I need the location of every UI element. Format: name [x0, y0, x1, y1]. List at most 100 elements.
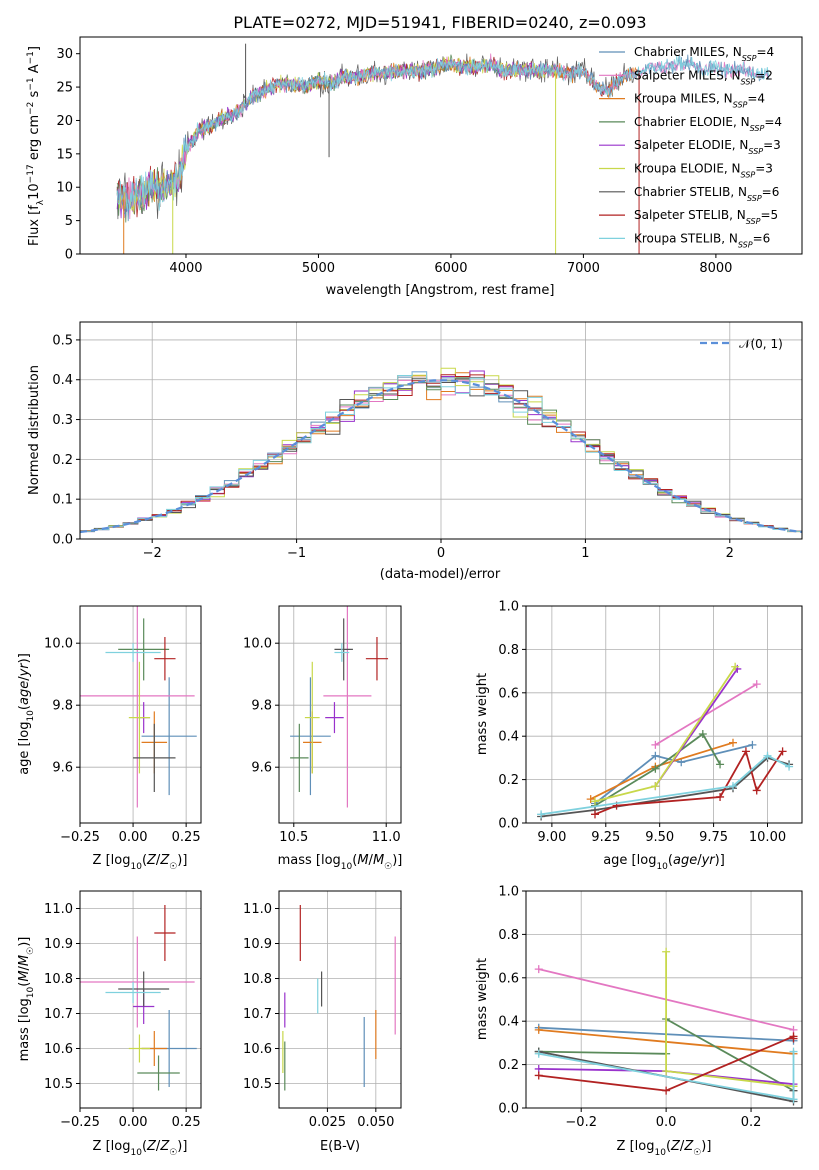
y-tick-label: 0.8 [498, 643, 519, 658]
z-weight-panel: −0.2 0.0 0.2 0.0 0.2 0.4 0.6 0.8 1.0 [498, 885, 803, 1130]
x-tick-label: 6000 [434, 261, 467, 276]
x-tick-label: 0.25 [172, 1115, 201, 1130]
weight-line-kroupa-elodie [594, 666, 736, 803]
x-tick-label: 0.050 [357, 1115, 394, 1130]
weight-marker [789, 1095, 798, 1104]
plot-area [80, 606, 201, 823]
x-tick-label: 8000 [699, 261, 732, 276]
weight-marker [741, 747, 750, 756]
y-tick-label: 10.7 [44, 1007, 73, 1022]
weight-marker [591, 797, 599, 806]
plot-area [80, 891, 201, 1108]
weight-marker [731, 662, 740, 671]
y-tick-label: 11.0 [243, 902, 272, 917]
y-tick-label: 0.2 [498, 1058, 519, 1073]
weight-marker [729, 782, 737, 791]
ebv-mass-panel: 0.025 0.050 10.5 10.6 10.7 10.8 10.9 11.0 [243, 890, 402, 1130]
x-tick-label: −0.25 [60, 1115, 100, 1130]
plot-area [80, 322, 802, 539]
z-mass-panel: −0.25 0.00 0.25 10.5 10.6 10.7 10.8 10.9 11.0 [44, 890, 202, 1130]
x-tick-label: 1 [581, 546, 589, 561]
y-tick-label: 0.0 [498, 1102, 519, 1117]
z-age-panel: −0.25 0.00 0.25 9.6 9.8 10.0 [44, 605, 202, 845]
plot-area [116, 43, 770, 254]
legend-entry: Kroupa ELODIE, NSSP=3 [634, 162, 773, 180]
weight-marker [748, 740, 757, 749]
x-tick-label: −0.25 [60, 830, 100, 845]
y-tick-label: 10.5 [44, 1077, 73, 1092]
axes-frame [525, 890, 803, 1109]
x-tick-label: 9.00 [537, 830, 566, 845]
x-tick-label: 0.00 [119, 1115, 148, 1130]
plot-area [526, 606, 802, 823]
age-weight-ylabel: mass weight [475, 673, 490, 755]
legend-entry: 𝒩(0, 1) [739, 337, 783, 351]
y-tick-label: 10.8 [44, 972, 73, 987]
axes-frame [79, 605, 202, 824]
legend-entry: Salpeter ELODIE, NSSP=3 [634, 138, 781, 156]
z-age-xlabel: Z [log10(Z/Z☉)] [93, 853, 188, 872]
spectrum-xlabel: wavelength [Angstrom, rest frame] [326, 283, 555, 298]
weight-marker [534, 1071, 543, 1080]
mass-age-xlabel: mass [log10(M/M☉)] [278, 853, 403, 872]
z-mass-ylabel: mass [log10(M/M☉)] [17, 937, 36, 1062]
spectrum-line-kroupa-stelib [116, 55, 770, 212]
weight-marker [651, 751, 660, 760]
residual-ylabel: Normed distribution [27, 365, 42, 495]
x-tick-label: 0.2 [741, 1115, 762, 1130]
weight-marker [789, 1034, 798, 1043]
spectrum-ylabel: Flux [fλ10−17 erg cm−2 s−1 A−1] [26, 46, 46, 246]
normal-reference-curve [80, 379, 802, 534]
residual-histogram-panel: −2 −1 0 1 2 0.0 0.1 0.2 0.3 0.4 0.5 𝒩(0, 1) [52, 321, 803, 561]
y-tick-label: 10.7 [243, 1007, 272, 1022]
y-tick-label: 0.0 [498, 817, 519, 832]
weight-marker [778, 747, 787, 756]
plot-area [279, 606, 401, 823]
z-age-ylabel: age [log10(age/yr)] [17, 653, 36, 775]
x-tick-label: 7000 [567, 261, 600, 276]
z-weight-xlabel: Z [log10(Z/Z☉)] [617, 1139, 712, 1158]
y-tick-label: 0.0 [52, 533, 73, 548]
y-tick-label: 1.0 [498, 885, 519, 900]
y-tick-label: 9.6 [52, 761, 73, 776]
x-tick-label: 10.5 [279, 830, 308, 845]
axes-frame [79, 890, 202, 1109]
y-tick-label: 0.1 [52, 493, 73, 508]
x-tick-label: 2 [726, 546, 734, 561]
weight-marker [651, 782, 660, 791]
y-tick-label: 10.9 [44, 937, 73, 952]
weight-marker [662, 947, 671, 956]
y-tick-label: 5 [65, 214, 73, 229]
legend-entry: Salpeter STELIB, NSSP=5 [634, 208, 778, 226]
y-tick-label: 10.0 [44, 637, 73, 652]
weight-line-salpeter-stelib [594, 749, 784, 816]
y-tick-label: 0.4 [52, 373, 73, 388]
y-tick-label: 0.4 [498, 730, 519, 745]
x-tick-label: 11.0 [372, 830, 401, 845]
y-tick-label: 9.8 [52, 699, 73, 714]
legend-entry: Chabrier ELODIE, NSSP=4 [634, 115, 782, 132]
axes-frame [525, 605, 803, 824]
weight-marker [729, 738, 737, 747]
axes-frame [278, 605, 402, 824]
y-tick-label: 0.2 [498, 773, 519, 788]
legend-entry: Chabrier STELIB, NSSP=6 [634, 185, 779, 203]
plot-area [526, 891, 802, 1108]
residual-histogram-kroupa-stelib [80, 371, 802, 534]
figure-title: PLATE=0272, MJD=51941, FIBERID=0240, z=0… [233, 13, 646, 32]
y-tick-label: 0.2 [52, 453, 73, 468]
y-tick-label: 10.9 [243, 937, 272, 952]
weight-marker [789, 1047, 798, 1056]
x-tick-label: −1 [287, 546, 306, 561]
axes-frame [79, 321, 803, 540]
y-tick-label: 0.8 [498, 928, 519, 943]
legend-entry: Salpeter MILES, NSSP=2 [634, 68, 773, 86]
y-tick-label: 10.8 [243, 972, 272, 987]
weight-marker [534, 1025, 543, 1034]
weight-marker [537, 810, 546, 819]
y-tick-label: 0.6 [498, 971, 519, 986]
weight-marker [763, 751, 772, 760]
x-tick-label: 10.00 [749, 830, 786, 845]
y-tick-label: 10.6 [243, 1042, 272, 1057]
